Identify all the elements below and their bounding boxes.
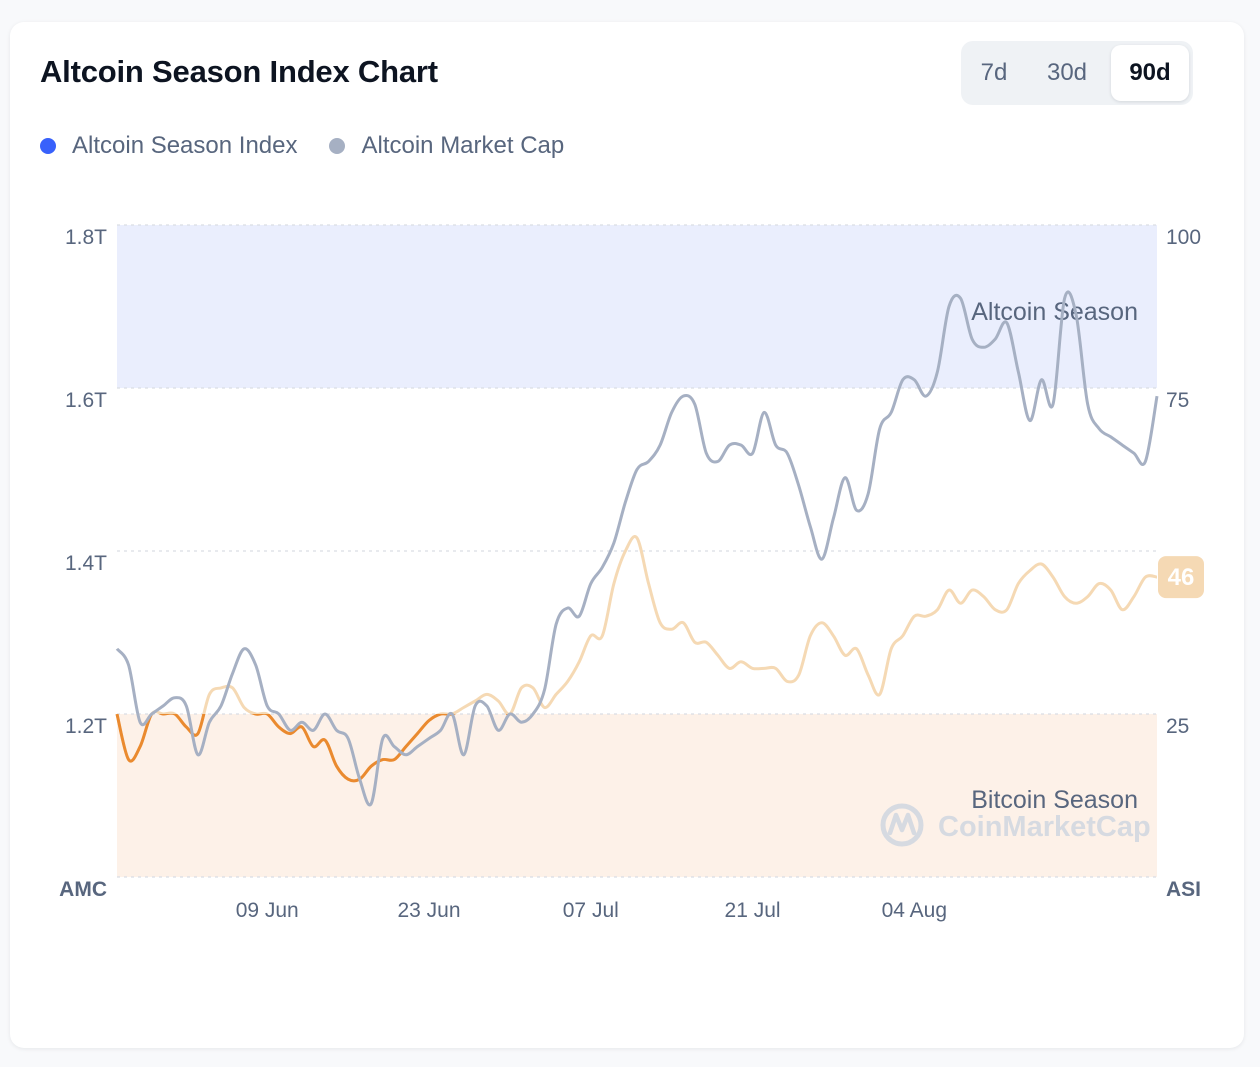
x-axis-tick-label: 04 Aug [882, 899, 947, 922]
right-axis-name: ASI [1166, 878, 1201, 901]
coinmarketcap-watermark: CoinMarketCap [880, 803, 1151, 847]
left-axis-tick-label: 1.4T [65, 552, 107, 575]
range-tab-30d[interactable]: 30d [1046, 59, 1088, 86]
grid-lines [117, 224, 1157, 878]
current-value-text: 46 [1168, 564, 1195, 591]
legend-item-asi[interactable]: Altcoin Season Index [40, 132, 297, 160]
right-axis-tick-label: 25 [1166, 715, 1189, 738]
legend-dot-asi [40, 138, 56, 154]
bitcoin-season-zone [117, 714, 1157, 877]
left-axis-name: AMC [59, 878, 107, 901]
right-axis-tick-label: 100 [1166, 226, 1201, 249]
left-axis-tick-label: 1.2T [65, 715, 107, 738]
altcoin-season-zone [117, 225, 1157, 388]
range-selector: 7d 30d 90d [961, 41, 1193, 105]
left-axis-tick-label: 1.6T [65, 389, 107, 412]
right-axis-tick-label: 75 [1166, 389, 1189, 412]
x-axis-tick-label: 09 Jun [236, 899, 299, 922]
x-axis-tick-label: 21 Jul [725, 899, 781, 922]
axes-layer: 1.8T 1.6T 1.4T 1.2T 100 75 25 AMC ASI 09 Jun 23 Ju… [59, 226, 1204, 922]
bitcoin-season-label: Bitcoin Season [971, 786, 1138, 814]
coinmarketcap-logo-icon [880, 803, 924, 847]
range-tab-7d[interactable]: 7d [980, 59, 1008, 86]
current-value-badge [1158, 556, 1204, 599]
amc-line [115, 290, 1159, 807]
legend-dot-amc [329, 138, 346, 154]
watermark-text: CoinMarketCap [938, 811, 1151, 843]
x-axis-tick-label: 23 Jun [397, 899, 460, 922]
chart-legend: Altcoin Season Index Altcoin Market Cap [40, 132, 596, 160]
legend-label-asi: Altcoin Season Index [72, 132, 298, 159]
legend-label-amc: Altcoin Market Cap [361, 132, 565, 159]
legend-item-amc[interactable]: Altcoin Market Cap [329, 132, 564, 160]
altcoin-season-label: Altcoin Season [971, 298, 1138, 326]
series-layer [115, 290, 1159, 807]
asi-line-bitcoin-zone [115, 714, 512, 783]
x-axis-tick-label: 07 Jul [563, 899, 619, 922]
range-tab-90d[interactable]: 90d [1111, 45, 1189, 101]
left-axis-tick-label: 1.8T [65, 226, 107, 249]
chart-title: Altcoin Season Index Chart [40, 54, 438, 89]
